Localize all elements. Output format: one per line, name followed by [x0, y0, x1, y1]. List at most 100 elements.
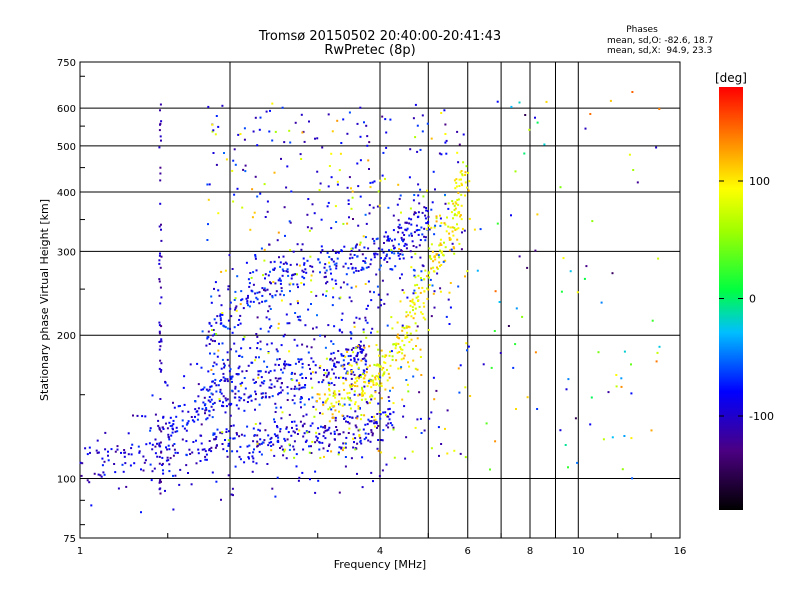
data-point [515, 307, 518, 310]
data-point [440, 251, 443, 254]
data-point [283, 363, 285, 366]
data-point [332, 394, 335, 397]
data-point [447, 298, 450, 301]
data-point [424, 269, 427, 272]
data-point [300, 158, 303, 160]
data-point [117, 487, 120, 490]
data-point [363, 385, 366, 388]
data-point [346, 415, 349, 418]
data-point [448, 291, 451, 294]
data-point [172, 454, 175, 457]
data-point [310, 377, 313, 380]
data-point [259, 438, 262, 441]
data-point [214, 133, 217, 136]
data-point [444, 427, 446, 430]
data-point [340, 353, 343, 356]
data-point [104, 431, 107, 434]
data-point [403, 405, 406, 408]
data-point [309, 424, 312, 427]
data-point [268, 318, 271, 321]
data-point [296, 243, 299, 246]
data-point [464, 275, 466, 278]
data-point [337, 453, 340, 456]
data-point [250, 399, 253, 402]
data-point [651, 319, 654, 322]
data-point [213, 382, 216, 385]
data-point [173, 443, 176, 445]
data-point [428, 417, 431, 420]
data-point [130, 453, 133, 456]
data-point [100, 475, 103, 478]
data-point [276, 380, 279, 383]
data-point [323, 431, 326, 434]
data-point [292, 273, 295, 276]
data-point [450, 248, 453, 251]
data-point [417, 215, 420, 218]
data-point [373, 253, 376, 256]
data-point [248, 452, 251, 454]
data-point [405, 436, 408, 439]
data-point [319, 456, 322, 459]
data-point [314, 371, 317, 374]
data-point [416, 283, 419, 286]
data-point [230, 425, 233, 427]
data-point [462, 133, 465, 136]
data-point [299, 319, 302, 322]
data-point [414, 103, 417, 106]
data-point [151, 470, 154, 473]
data-point [175, 426, 178, 429]
data-point [457, 227, 460, 230]
data-point [158, 462, 161, 465]
data-point [127, 432, 130, 435]
data-point [104, 448, 107, 451]
data-point [337, 251, 340, 254]
data-point [366, 321, 369, 324]
data-point [204, 450, 207, 453]
colorbar-tick-label: 0 [749, 293, 756, 306]
data-point [349, 385, 352, 388]
data-point [227, 319, 230, 322]
data-point [377, 293, 380, 296]
data-point [402, 240, 405, 243]
data-point [195, 462, 198, 465]
data-point [289, 364, 292, 366]
data-point [264, 216, 267, 218]
data-point [359, 135, 362, 138]
data-point [267, 310, 270, 313]
data-point [424, 239, 427, 242]
data-point [333, 357, 336, 360]
data-point [367, 280, 370, 283]
data-point [240, 384, 243, 387]
data-point [167, 433, 170, 436]
data-point [221, 104, 224, 107]
data-point [96, 451, 99, 454]
data-point [329, 357, 332, 360]
data-point [356, 351, 359, 354]
data-point [434, 258, 437, 261]
data-point [330, 258, 333, 261]
data-point [388, 376, 391, 379]
data-point [446, 452, 449, 455]
data-point [399, 194, 402, 197]
data-point [328, 261, 330, 264]
data-point [489, 468, 491, 471]
data-point [453, 179, 456, 182]
data-point [365, 371, 368, 374]
data-point [294, 431, 296, 434]
data-point [183, 427, 186, 430]
data-point [256, 442, 259, 445]
data-point [217, 212, 220, 215]
data-point [655, 360, 658, 363]
data-point [545, 100, 548, 103]
data-point [424, 217, 427, 220]
data-point [297, 286, 299, 289]
data-point [459, 215, 462, 218]
data-point [485, 422, 488, 425]
data-point [159, 252, 161, 255]
data-point [415, 224, 418, 227]
data-point [442, 260, 445, 263]
data-point [221, 312, 224, 314]
data-point [403, 238, 405, 241]
data-point [402, 415, 405, 418]
data-point [258, 356, 260, 359]
